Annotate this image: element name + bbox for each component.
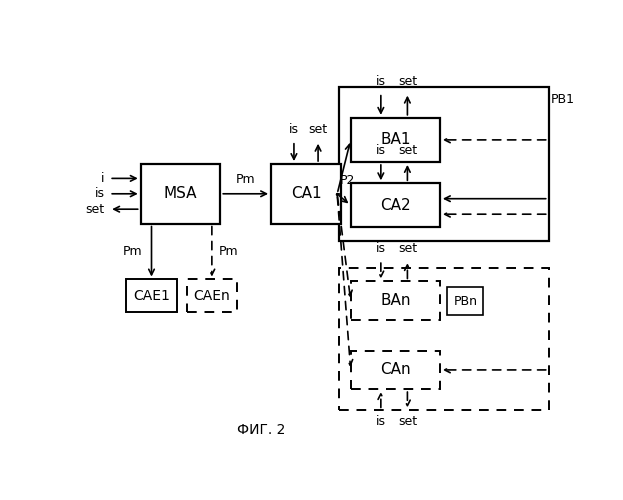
Text: P2: P2 [340,174,355,187]
Text: set: set [398,74,417,88]
Bar [126,280,177,312]
Text: CA2: CA2 [380,198,411,213]
Text: Pm: Pm [219,245,239,258]
Text: Pm: Pm [236,173,255,186]
Text: is: is [376,74,386,88]
Text: is: is [289,123,299,136]
Text: is: is [95,188,105,200]
Bar [351,118,440,162]
Text: set: set [398,144,417,157]
Text: PB1: PB1 [551,92,575,106]
Text: is: is [376,242,386,255]
Bar [339,87,549,241]
Text: PBn: PBn [454,294,477,308]
Text: set: set [308,123,328,136]
Bar [447,287,483,315]
Text: i: i [101,172,105,185]
Bar [141,164,221,224]
Bar [339,268,549,410]
Text: CAE1: CAE1 [133,289,170,303]
Bar [351,350,440,389]
Text: BAn: BAn [380,293,411,308]
Text: Pm: Pm [123,245,143,258]
Text: set: set [85,202,105,215]
Bar [186,280,237,312]
Bar [271,164,341,224]
Text: BA1: BA1 [380,132,411,148]
Text: is: is [376,416,386,428]
Text: set: set [398,242,417,255]
Bar [351,282,440,320]
Text: CA1: CA1 [291,186,321,202]
Text: CAEn: CAEn [194,289,231,303]
Text: is: is [376,144,386,157]
Text: set: set [398,416,417,428]
Bar [351,183,440,228]
Text: ФИГ. 2: ФИГ. 2 [237,424,285,438]
Text: MSA: MSA [164,186,197,202]
Text: CAn: CAn [380,362,411,378]
